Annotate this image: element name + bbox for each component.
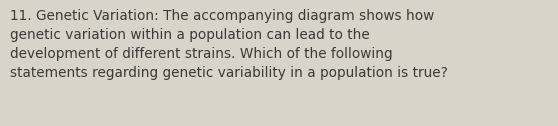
Text: 11. Genetic Variation: The accompanying diagram shows how
genetic variation with: 11. Genetic Variation: The accompanying … [10,9,448,80]
